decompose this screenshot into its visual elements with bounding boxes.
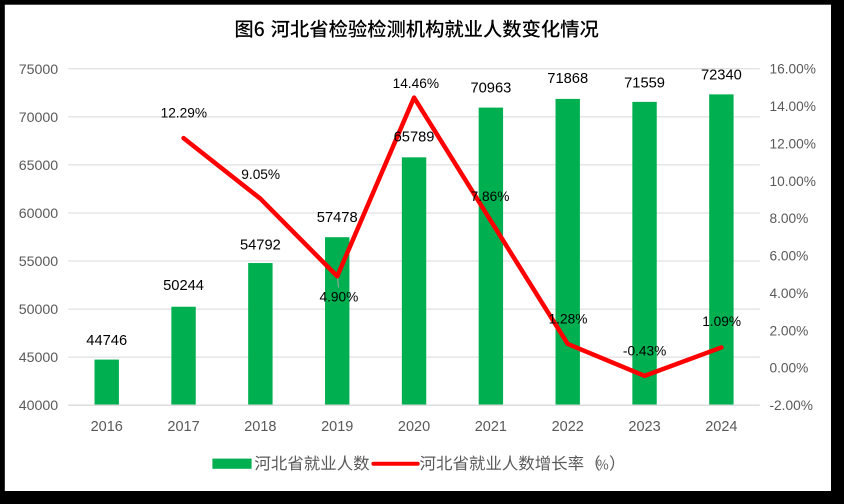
svg-text:2019: 2019 bbox=[321, 419, 353, 435]
svg-text:2023: 2023 bbox=[628, 419, 660, 435]
svg-text:50000: 50000 bbox=[19, 302, 59, 318]
svg-text:70963: 70963 bbox=[470, 80, 511, 96]
svg-text:55000: 55000 bbox=[19, 254, 59, 270]
svg-text:2024: 2024 bbox=[705, 419, 737, 435]
svg-text:4.90%: 4.90% bbox=[319, 289, 358, 304]
svg-text:8.00%: 8.00% bbox=[770, 211, 809, 226]
svg-text:2.00%: 2.00% bbox=[770, 323, 809, 338]
svg-text:9.05%: 9.05% bbox=[241, 167, 280, 182]
svg-text:71868: 71868 bbox=[547, 71, 588, 87]
svg-text:0.00%: 0.00% bbox=[770, 361, 809, 376]
svg-text:-2.00%: -2.00% bbox=[770, 398, 813, 413]
svg-text:16.00%: 16.00% bbox=[770, 62, 816, 77]
svg-text:54792: 54792 bbox=[240, 237, 281, 253]
svg-text:2016: 2016 bbox=[91, 419, 123, 435]
svg-text:4.00%: 4.00% bbox=[770, 286, 809, 301]
svg-text:2021: 2021 bbox=[475, 419, 507, 435]
svg-text:50244: 50244 bbox=[163, 278, 204, 294]
svg-text:71559: 71559 bbox=[624, 76, 665, 92]
svg-text:10.00%: 10.00% bbox=[770, 174, 816, 189]
svg-text:44746: 44746 bbox=[86, 333, 127, 349]
svg-text:14.00%: 14.00% bbox=[770, 99, 816, 114]
svg-text:40000: 40000 bbox=[19, 398, 59, 414]
svg-text:60000: 60000 bbox=[19, 206, 59, 222]
svg-text:45000: 45000 bbox=[19, 350, 59, 366]
svg-text:12.29%: 12.29% bbox=[161, 106, 207, 121]
svg-text:6.00%: 6.00% bbox=[770, 249, 809, 264]
svg-text:65789: 65789 bbox=[394, 130, 435, 146]
svg-text:2022: 2022 bbox=[552, 419, 584, 435]
svg-text:7.86%: 7.86% bbox=[471, 189, 510, 204]
svg-text:2017: 2017 bbox=[167, 419, 199, 435]
svg-text:65000: 65000 bbox=[19, 158, 59, 174]
svg-text:1.28%: 1.28% bbox=[549, 312, 588, 327]
svg-text:75000: 75000 bbox=[19, 62, 59, 78]
svg-text:1.09%: 1.09% bbox=[702, 314, 741, 329]
svg-text:70000: 70000 bbox=[19, 110, 59, 126]
svg-text:2020: 2020 bbox=[398, 419, 430, 435]
svg-text:72340: 72340 bbox=[701, 67, 742, 83]
svg-text:-0.43%: -0.43% bbox=[623, 343, 666, 358]
svg-text:12.00%: 12.00% bbox=[770, 136, 816, 151]
svg-text:57478: 57478 bbox=[317, 210, 358, 226]
svg-text:2018: 2018 bbox=[244, 419, 276, 435]
svg-text:14.46%: 14.46% bbox=[393, 76, 439, 91]
